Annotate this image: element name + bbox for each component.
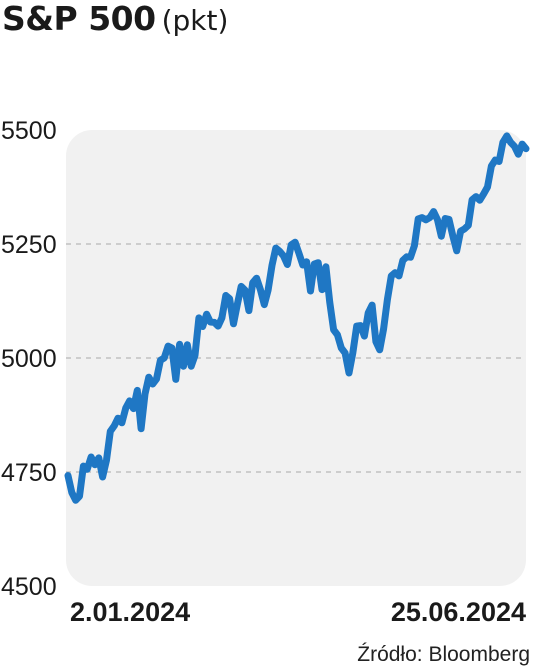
- y-tick-label-4750: 4750: [1, 459, 57, 487]
- y-axis-tick-labels: 4500 4750 5000 5250 5500: [1, 117, 57, 601]
- x-axis-tick-labels: 2.01.2024 25.06.2024: [70, 597, 526, 627]
- x-tick-label-1: 2.01.2024: [70, 597, 190, 627]
- chart-title-row: S&P 500 (pkt): [2, 2, 228, 35]
- y-tick-label-5000: 5000: [1, 345, 57, 373]
- y-tick-label-5500: 5500: [1, 117, 57, 145]
- y-tick-label-5250: 5250: [1, 231, 57, 259]
- sp500-series-line: [64, 132, 530, 504]
- source-note: Źródło: Bloomberg: [357, 643, 530, 666]
- chart-unit: (pkt): [161, 4, 229, 37]
- y-tick-label-4500: 4500: [1, 573, 57, 601]
- chart-title: S&P 500: [2, 0, 156, 38]
- x-tick-label-2: 25.06.2024: [391, 597, 526, 627]
